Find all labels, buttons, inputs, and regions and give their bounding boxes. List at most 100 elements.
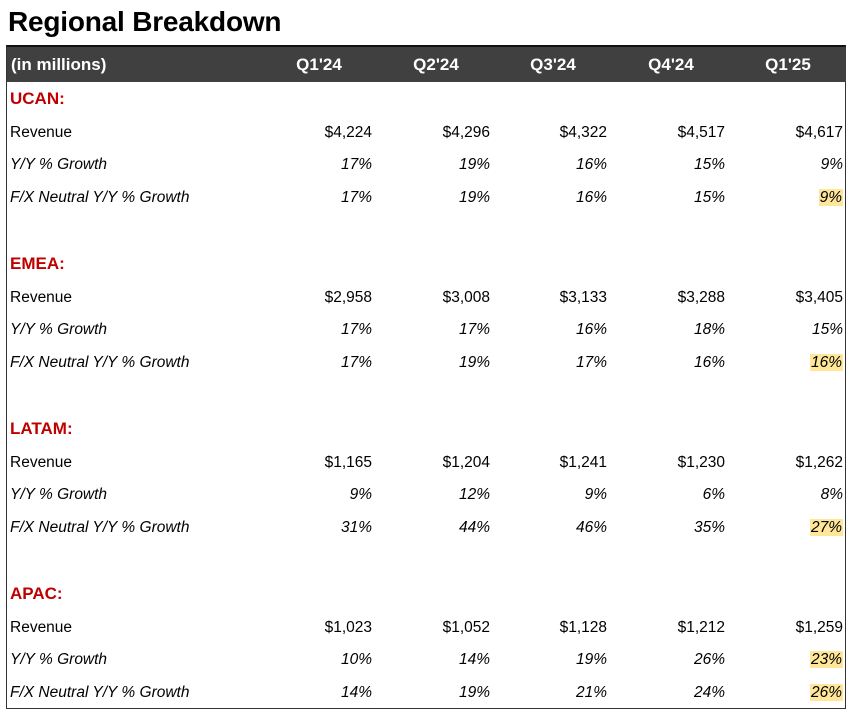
cell-value: 9% bbox=[818, 189, 843, 206]
table-cell: 17% bbox=[272, 183, 372, 213]
table-cell: 16% bbox=[507, 315, 607, 345]
cell-value: 21% bbox=[575, 684, 607, 701]
table-cell: 46% bbox=[507, 513, 607, 543]
table-row: F/X Neutral Y/Y % Growth 17% 19% 17% 16% 16% bbox=[10, 348, 846, 378]
table-cell: 17% bbox=[272, 348, 372, 378]
table-row: Revenue $1,165 $1,204 $1,241 $1,230 $1,262 bbox=[10, 448, 846, 478]
table-cell: 8% bbox=[743, 480, 843, 510]
table-cell: $1,128 bbox=[507, 613, 607, 643]
cell-value: $1,212 bbox=[677, 619, 725, 636]
table-cell: 14% bbox=[390, 645, 490, 675]
cell-value: $1,259 bbox=[795, 619, 843, 636]
cell-value: $1,204 bbox=[442, 454, 490, 471]
cell-value: 14% bbox=[340, 684, 372, 701]
header-units-label: (in millions) bbox=[11, 55, 107, 74]
table-cell: 15% bbox=[625, 183, 725, 213]
table-frame bbox=[6, 45, 846, 709]
table-cell: 44% bbox=[390, 513, 490, 543]
cell-value: $1,165 bbox=[324, 454, 372, 471]
row-label: Revenue bbox=[10, 289, 73, 306]
cell-value: 6% bbox=[702, 486, 725, 503]
row-label: F/X Neutral Y/Y % Growth bbox=[10, 354, 190, 371]
cell-value: 19% bbox=[458, 684, 490, 701]
cell-value: $4,517 bbox=[677, 124, 725, 141]
table-cell: $4,224 bbox=[272, 118, 372, 148]
table-cell: $3,288 bbox=[625, 283, 725, 313]
page-title: Regional Breakdown bbox=[8, 6, 282, 37]
cell-value: 9% bbox=[349, 486, 372, 503]
cell-value: 17% bbox=[340, 189, 372, 206]
cell-value: 19% bbox=[458, 354, 490, 371]
header-q1-24: Q1'24 bbox=[296, 55, 342, 74]
cell-value: 19% bbox=[458, 189, 490, 206]
cell-value: 15% bbox=[811, 321, 843, 338]
table-cell: 16% bbox=[507, 150, 607, 180]
table-cell: $4,617 bbox=[743, 118, 843, 148]
table-cell: $2,958 bbox=[272, 283, 372, 313]
table-cell: $1,212 bbox=[625, 613, 725, 643]
cell-value: 9% bbox=[820, 156, 843, 173]
cell-value: 27% bbox=[809, 519, 843, 536]
table-cell: 9% bbox=[743, 183, 843, 213]
cell-value: $1,230 bbox=[677, 454, 725, 471]
header-q1-25: Q1'25 bbox=[765, 55, 811, 74]
header-q3-24: Q3'24 bbox=[530, 55, 576, 74]
table-row: Y/Y % Growth 9% 12% 9% 6% 8% bbox=[10, 480, 846, 510]
cell-value: 26% bbox=[693, 651, 725, 668]
table-cell: $3,008 bbox=[390, 283, 490, 313]
cell-value: $4,224 bbox=[324, 124, 372, 141]
row-label: Revenue bbox=[10, 619, 73, 636]
table-cell: $1,230 bbox=[625, 448, 725, 478]
cell-value: 18% bbox=[693, 321, 725, 338]
row-label: Revenue bbox=[10, 124, 73, 141]
table-cell: 12% bbox=[390, 480, 490, 510]
cell-value: 14% bbox=[458, 651, 490, 668]
table-row: F/X Neutral Y/Y % Growth 31% 44% 46% 35% 27% bbox=[10, 513, 846, 543]
region-heading: EMEA: bbox=[10, 254, 65, 273]
table-cell: 17% bbox=[272, 315, 372, 345]
cell-value: 35% bbox=[693, 519, 725, 536]
cell-value: 16% bbox=[809, 354, 843, 371]
table-cell: 23% bbox=[743, 645, 843, 675]
table-cell: $1,204 bbox=[390, 448, 490, 478]
table-cell: 14% bbox=[272, 678, 372, 708]
table-cell: 16% bbox=[743, 348, 843, 378]
table-cell: 9% bbox=[272, 480, 372, 510]
table-cell: $3,405 bbox=[743, 283, 843, 313]
table-cell: 24% bbox=[625, 678, 725, 708]
cell-value: $3,288 bbox=[677, 289, 725, 306]
table-row: Revenue $4,224 $4,296 $4,322 $4,517 $4,617 bbox=[10, 118, 846, 148]
table-row: Revenue $1,023 $1,052 $1,128 $1,212 $1,259 bbox=[10, 613, 846, 643]
table-cell: 19% bbox=[390, 183, 490, 213]
cell-value: 10% bbox=[340, 651, 372, 668]
cell-value: 26% bbox=[809, 684, 843, 701]
cell-value: 19% bbox=[458, 156, 490, 173]
table-cell: 9% bbox=[507, 480, 607, 510]
row-label: Y/Y % Growth bbox=[10, 486, 108, 503]
table-cell: $4,517 bbox=[625, 118, 725, 148]
cell-value: 16% bbox=[575, 156, 607, 173]
cell-value: 17% bbox=[458, 321, 490, 338]
region-heading: APAC: bbox=[10, 584, 63, 603]
row-label: Y/Y % Growth bbox=[10, 651, 108, 668]
region-heading: LATAM: bbox=[10, 419, 73, 438]
table-cell: $4,322 bbox=[507, 118, 607, 148]
cell-value: 17% bbox=[340, 354, 372, 371]
cell-value: 15% bbox=[693, 189, 725, 206]
table-cell: $4,296 bbox=[390, 118, 490, 148]
table-cell: 17% bbox=[390, 315, 490, 345]
table-cell: $1,241 bbox=[507, 448, 607, 478]
cell-value: $3,133 bbox=[559, 289, 607, 306]
cell-value: 16% bbox=[575, 321, 607, 338]
table-row: Y/Y % Growth 17% 19% 16% 15% 9% bbox=[10, 150, 846, 180]
row-label: F/X Neutral Y/Y % Growth bbox=[10, 519, 190, 536]
cell-value: 8% bbox=[820, 486, 843, 503]
table-row: Y/Y % Growth 17% 17% 16% 18% 15% bbox=[10, 315, 846, 345]
table-cell: 15% bbox=[743, 315, 843, 345]
table-cell: 19% bbox=[390, 348, 490, 378]
cell-value: $3,008 bbox=[442, 289, 490, 306]
row-label: Y/Y % Growth bbox=[10, 156, 108, 173]
table-header: (in millions) Q1'24 Q2'24 Q3'24 Q4'24 Q1… bbox=[7, 47, 846, 82]
table-cell: $1,259 bbox=[743, 613, 843, 643]
table-cell: $1,262 bbox=[743, 448, 843, 478]
